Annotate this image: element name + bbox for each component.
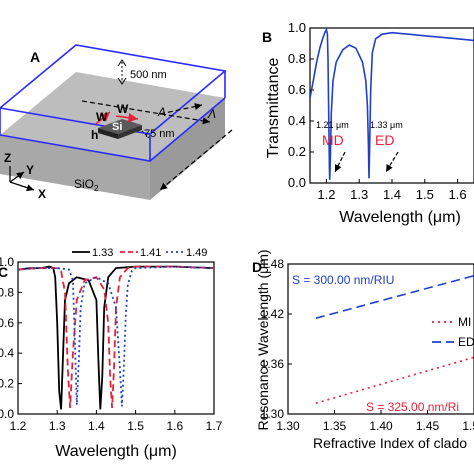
y-tick-label: 1.0	[288, 20, 306, 35]
lambda-label-2: Λ	[207, 107, 216, 121]
x-tick-label: 1.3	[49, 419, 66, 433]
panel-d-legend-md: MI	[458, 315, 471, 329]
si-block-side	[118, 125, 142, 139]
panel-d-xticks: 1.30 1.35 1.40 1.45 1.50	[276, 410, 474, 433]
panel-a: A 500 nm Λ Λ Si W W h	[0, 44, 233, 201]
y-tick-label: 1.0	[0, 255, 14, 269]
panel-b-xticks: 1.2 1.3 1.4 1.5 1.6	[317, 179, 467, 202]
panel-d-legend-ed: ED	[458, 335, 474, 349]
annot-md-label: MD	[322, 132, 344, 148]
y-tick-label: 0.2	[288, 144, 306, 159]
panel-c-legend: 1.33 1.41 1.49	[72, 247, 207, 259]
lambda-label-1: Λ	[157, 105, 166, 119]
panel-a-letter: A	[30, 49, 40, 65]
legend-label-1: 1.33	[92, 247, 113, 259]
panel-c-series-1	[18, 265, 214, 410]
panel-d-legend: MI ED	[432, 315, 474, 349]
y-tick-label: 1.48	[261, 257, 285, 271]
panel-b-frame	[309, 27, 474, 184]
annot-ed-arrow	[385, 151, 399, 173]
x-tick-label: 1.45	[416, 419, 440, 433]
period-arrow-top	[81, 100, 211, 125]
axis-y-label: Y	[26, 163, 34, 177]
h-label: h	[91, 128, 98, 142]
axis-x-label: X	[38, 187, 46, 201]
si-block-front	[98, 128, 118, 139]
x-tick-label: 1.6	[449, 187, 467, 202]
width-arrow-1	[95, 111, 111, 125]
panel-c-series-2	[18, 265, 214, 408]
panel-c-series-3	[18, 265, 214, 407]
x-tick-label: 1.6	[166, 419, 183, 433]
y-tick-label: 1.30	[261, 407, 285, 421]
panel-c-letter: C	[0, 264, 8, 280]
si-block-top	[98, 119, 142, 134]
x-tick-label: 1.4	[383, 187, 401, 202]
x-tick-label: 1.7	[206, 419, 223, 433]
panel-c-xlabel: Wavelength (μm)	[55, 443, 177, 460]
axis-y-line	[9, 171, 25, 183]
y-tick-label: 0.6	[0, 316, 14, 330]
dim-500-label: 500 nm	[130, 69, 167, 81]
panel-b-xlabel: Wavelength (μm)	[339, 209, 461, 226]
slab-top-face	[0, 72, 225, 161]
panel-d-series-md	[315, 356, 474, 404]
cladding-box	[0, 44, 227, 162]
panel-d-annot-ed: S = 300.00 nm/RIU	[292, 273, 394, 287]
x-tick-label: 1.2	[10, 419, 27, 433]
y-tick-label: 0.4	[0, 346, 14, 360]
y-tick-label: 1.42	[261, 307, 285, 321]
legend-label-2: 1.41	[140, 247, 161, 259]
panel-d: D 1.301.361.421.48 1.301.351.401.451.50 …	[252, 249, 474, 451]
y-tick-label: 0.4	[288, 113, 306, 128]
annot-ed-label: ED	[375, 132, 394, 148]
panel-b-ylabel: Transmittance	[265, 58, 282, 159]
axis-z-label: Z	[4, 151, 11, 165]
x-tick-label: 1.3	[350, 187, 368, 202]
x-tick-label: 1.2	[317, 187, 335, 202]
w-label-1: W	[96, 110, 108, 124]
panel-c-frame	[17, 261, 215, 415]
panel-d-annot-md: S = 325.00 nm/Ri	[366, 400, 459, 414]
panel-d-ylabel: Resonance Wavelength (μm)	[255, 249, 271, 430]
x-tick-label: 1.5	[127, 419, 144, 433]
panel-b-series-line	[310, 28, 474, 180]
y-tick-label: 0.2	[0, 377, 14, 391]
panel-d-xlabel: Refractive Index of clado	[313, 435, 467, 451]
panel-c-xticks: 1.2 1.3 1.4 1.5 1.6 1.7	[10, 410, 223, 433]
panel-b-yticks: 0.0 0.2 0.4 0.6 0.8 1.0	[288, 20, 314, 190]
x-tick-label: 1.30	[276, 419, 300, 433]
annot-md-arrow	[334, 151, 346, 173]
legend-label-3: 1.49	[186, 247, 207, 259]
sio2-label: SiO2	[74, 177, 99, 193]
y-tick-label: 1.36	[261, 357, 285, 371]
dim-75-line	[141, 130, 151, 140]
axis-x-line	[9, 181, 35, 192]
panel-d-yticks: 1.30 1.36 1.42 1.48	[261, 257, 292, 421]
si-label: Si	[112, 121, 122, 133]
width-arrow-2	[115, 112, 139, 123]
w-label-2: W	[117, 102, 129, 116]
panel-b-letter: B	[262, 29, 272, 45]
panel-c: C 0.00.20.40.60.81.0 1.2 1.3 1.4 1.5 1.6 1.7 …	[0, 247, 223, 460]
dim-75-label: 75 nm	[144, 128, 175, 140]
x-tick-label: 1.35	[323, 419, 347, 433]
y-tick-label: 0.8	[288, 51, 306, 66]
x-tick-label: 1.5	[416, 187, 434, 202]
period-arrow-right	[159, 102, 203, 115]
panel-c-yticks: 0.0 0.2 0.4 0.6 0.8 1.0	[0, 255, 22, 421]
x-tick-label: 1.40	[369, 419, 393, 433]
panel-b: B 0.0 0.2 0.4 0.6 0.8 1.0 1.2 1.3 1.4 1.5 1.6 Tra…	[262, 20, 474, 226]
x-tick-label: 1.50	[462, 419, 474, 433]
y-tick-label: 0.6	[288, 82, 306, 97]
y-tick-label: 0.0	[0, 407, 14, 421]
annot-md-value: 1.21 μm	[316, 120, 349, 130]
annot-ed-value: 1.33 μm	[370, 120, 403, 130]
y-tick-label: 0.0	[288, 175, 306, 190]
y-tick-label: 0.8	[0, 285, 14, 299]
slab-front-face	[0, 135, 150, 200]
panel-d-letter: D	[252, 259, 262, 275]
x-tick-label: 1.4	[88, 419, 105, 433]
